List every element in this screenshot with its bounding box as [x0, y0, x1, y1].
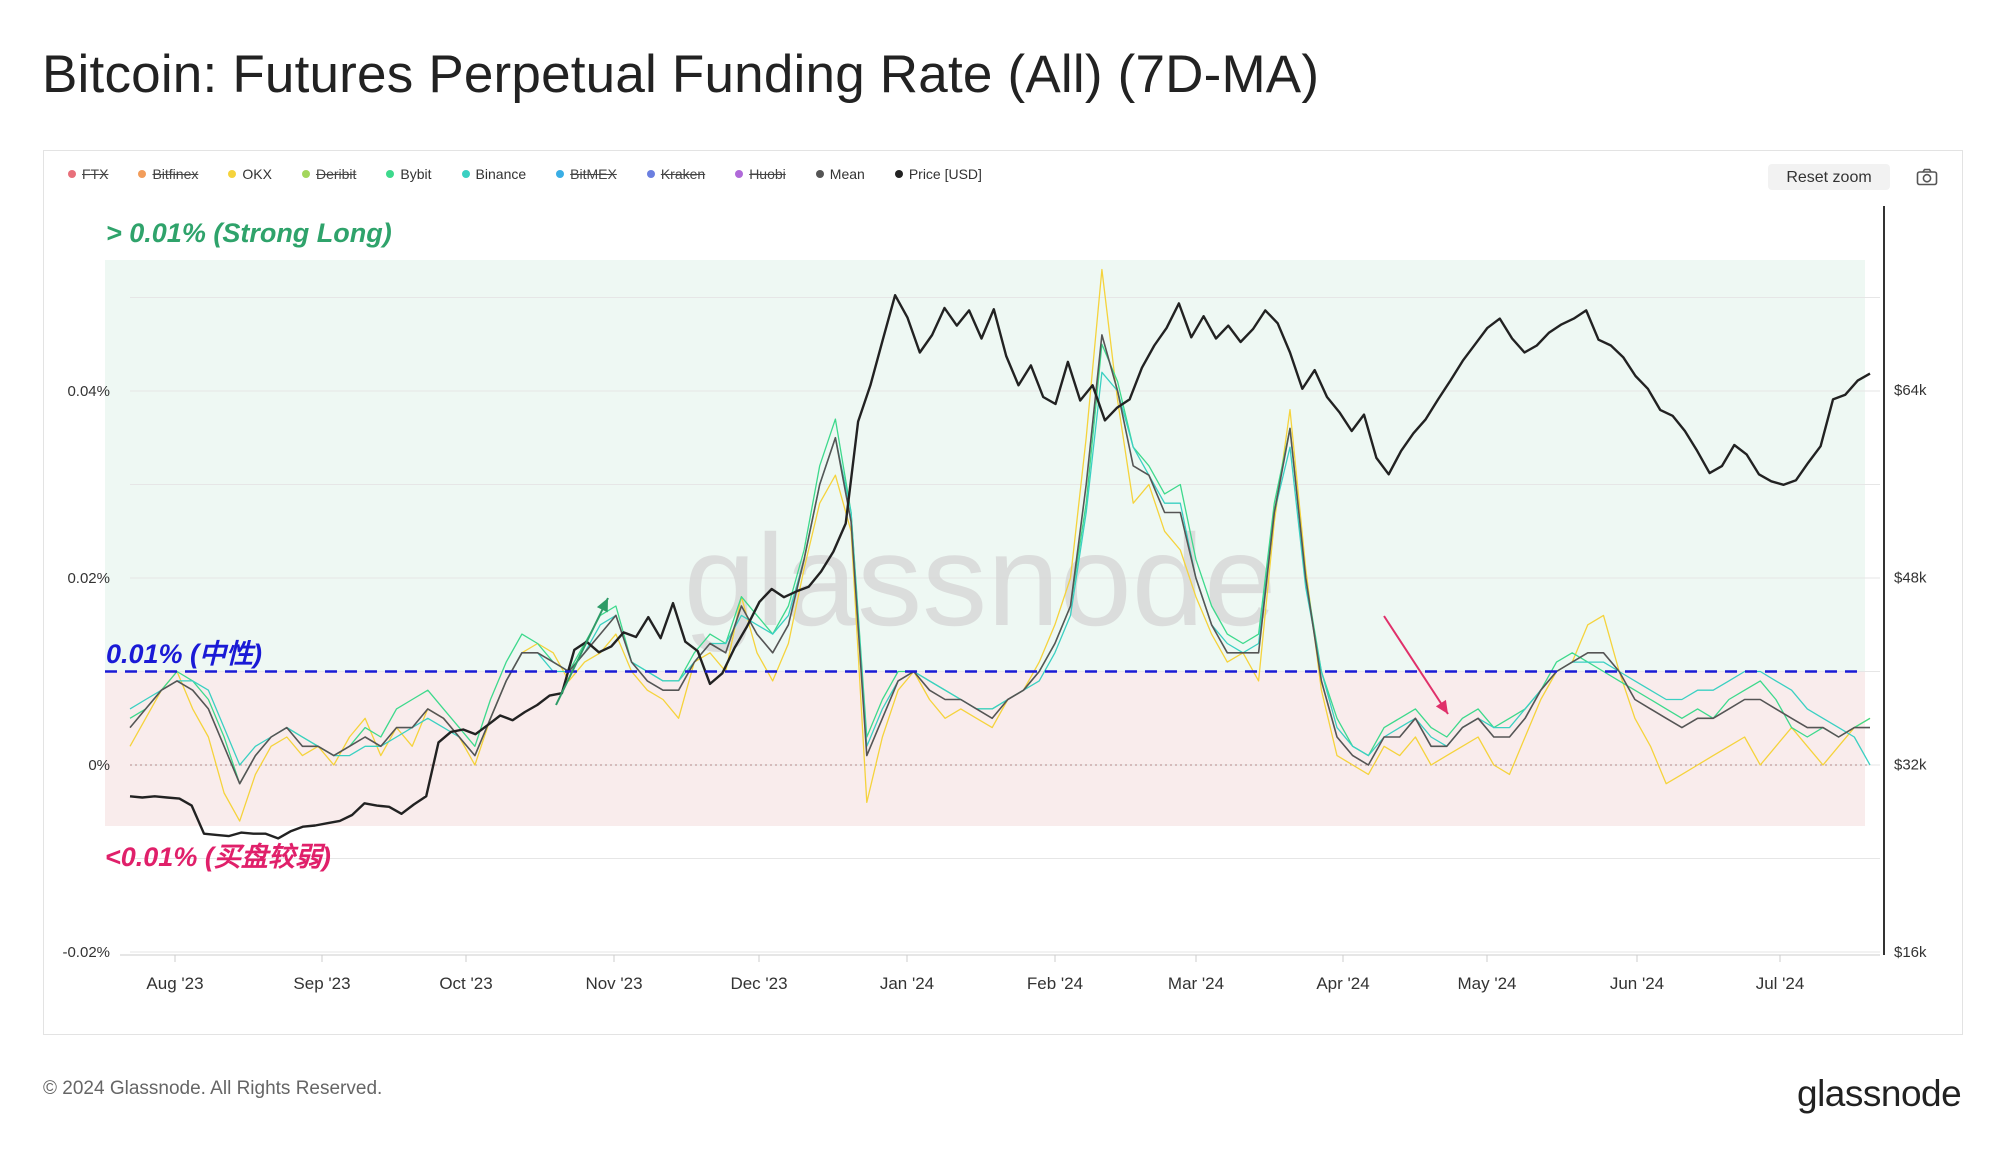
legend-dot-icon [815, 170, 824, 178]
legend-dot-icon [301, 170, 310, 178]
legend-label: Bybit [400, 166, 432, 182]
legend-dot-icon [894, 170, 903, 178]
x-axis-tick-label: May '24 [1458, 974, 1517, 993]
legend-dot-icon [646, 170, 655, 178]
x-axis-tick-label: Dec '23 [730, 974, 787, 993]
legend-dot-icon [68, 170, 76, 178]
legend-label: Kraken [660, 166, 706, 182]
legend-label: Huobi [749, 166, 786, 182]
page-title: Bitcoin: Futures Perpetual Funding Rate … [42, 45, 1320, 104]
x-axis-tick-label: Oct '23 [439, 974, 492, 993]
arrow-up-icon-head [596, 598, 608, 613]
x-axis-tick-label: Jun '24 [1610, 974, 1664, 993]
annotation-strong-long: > 0.01% (Strong Long) [106, 218, 392, 248]
legend-dot-icon [138, 170, 147, 178]
chart-legend: FTX Bitfinex OKX Deribit Bybit Binance BitMEX K… [68, 163, 1012, 185]
left-axis-tick-label: -0.02% [62, 944, 110, 961]
legend-item-price-usd[interactable]: Price [USD] [894, 163, 982, 185]
legend-item-bitmex[interactable]: BitMEX [556, 163, 617, 185]
legend-label: Price [USD] [908, 166, 982, 182]
x-axis-tick-label: Aug '23 [146, 974, 203, 993]
series-line-price-usd [129, 294, 1871, 840]
legend-item-deribit[interactable]: Deribit [301, 163, 357, 185]
legend-item-bybit[interactable]: Bybit [386, 163, 432, 185]
legend-label: Binance [475, 166, 527, 182]
annotation-neutral: 0.01% (中性) [106, 639, 263, 669]
x-axis-tick-label: Nov '23 [585, 974, 642, 993]
legend-dot-icon [556, 170, 565, 178]
camera-icon[interactable] [1916, 168, 1938, 186]
x-axis-tick-label: Feb '24 [1027, 974, 1083, 993]
series-line-okx [129, 268, 1871, 822]
right-axis-tick-label: $64k [1894, 382, 1927, 399]
series-line-binance [129, 371, 1871, 766]
right-axis-tick-label: $16k [1894, 944, 1927, 961]
series-line-mean [129, 334, 1870, 785]
x-axis-tick-label: Sep '23 [293, 974, 350, 993]
copyright-text: © 2024 Glassnode. All Rights Reserved. [43, 1078, 383, 1099]
left-axis-tick-label: 0.04% [67, 383, 110, 400]
legend-item-binance[interactable]: Binance [461, 163, 527, 185]
arrow-up-icon [555, 597, 609, 706]
legend-item-kraken[interactable]: Kraken [646, 163, 706, 185]
x-axis-tick-label: Jan '24 [880, 974, 934, 993]
annotation-weak-buy: <0.01% (买盘较弱) [105, 842, 331, 872]
legend-item-mean[interactable]: Mean [815, 163, 865, 185]
legend-item-bitfinex[interactable]: Bitfinex [138, 163, 198, 185]
x-axis-tick-label: Mar '24 [1168, 974, 1224, 993]
legend-label: BitMEX [570, 166, 617, 182]
x-axis-tick-label: Jul '24 [1756, 974, 1805, 993]
left-axis-tick-label: 0% [88, 757, 110, 774]
legend-dot-icon [228, 170, 237, 178]
brand-logo: glassnode [1797, 1073, 1962, 1114]
arrow-down-icon-head [1435, 699, 1448, 714]
x-axis-tick-label: Apr '24 [1316, 974, 1369, 993]
legend-dot-icon [461, 170, 470, 178]
legend-label: Bitfinex [152, 166, 199, 182]
legend-item-huobi[interactable]: Huobi [735, 163, 786, 185]
left-axis-tick-label: 0.02% [67, 570, 110, 587]
legend-item-okx[interactable]: OKX [228, 163, 272, 185]
legend-label: Deribit [315, 166, 357, 182]
watermark-text: glassnode [684, 507, 1277, 653]
legend-label: FTX [82, 166, 109, 182]
right-axis-tick-label: $48k [1894, 569, 1927, 586]
legend-label: OKX [242, 166, 272, 182]
legend-dot-icon [386, 170, 395, 178]
reset-zoom-button[interactable]: Reset zoom [1768, 164, 1890, 190]
legend-dot-icon [735, 170, 744, 178]
right-axis-tick-label: $32k [1894, 757, 1927, 774]
arrow-down-icon [1383, 615, 1449, 715]
weak-buy-zone [105, 671, 1865, 826]
legend-label: Mean [829, 166, 865, 182]
legend-item-ftx[interactable]: FTX [68, 163, 108, 185]
